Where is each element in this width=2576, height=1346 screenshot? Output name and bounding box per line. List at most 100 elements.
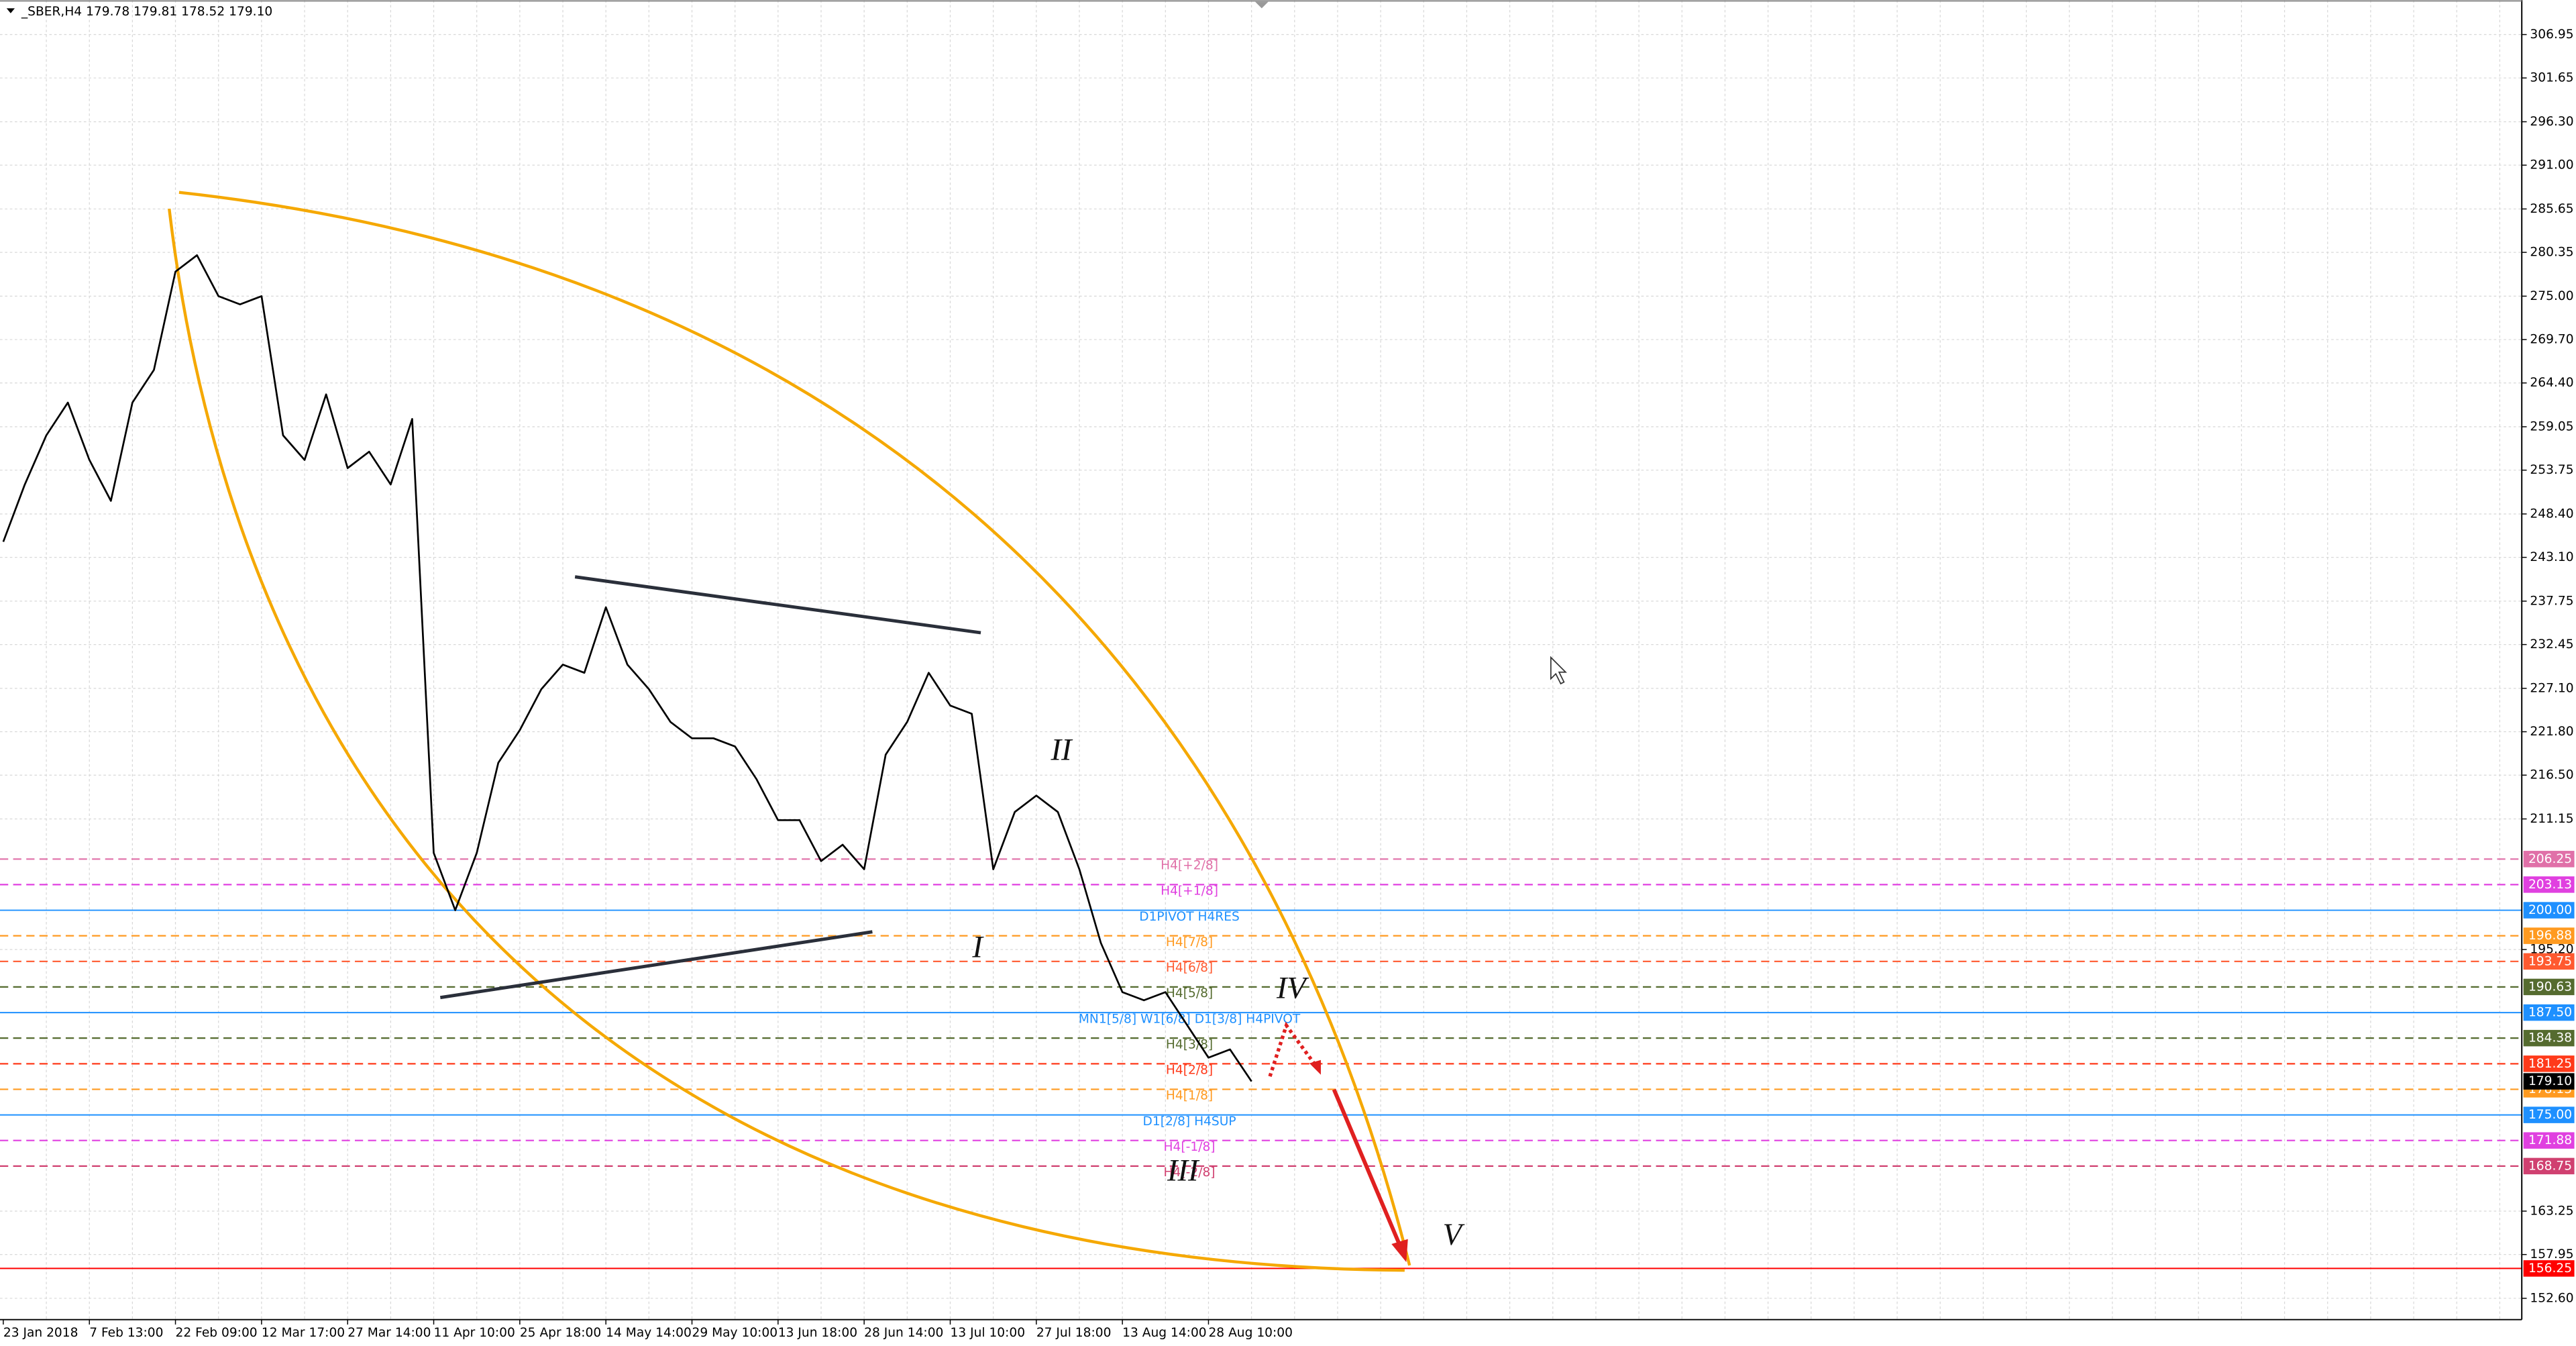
y-tick-label: 248.40	[2530, 507, 2573, 521]
price-tag-label: 193.75	[2528, 954, 2572, 968]
last-price-label: 179.10	[2528, 1074, 2572, 1088]
x-tick-label: 28 Aug 10:00	[1208, 1326, 1292, 1340]
price-tag-label: 196.88	[2528, 929, 2572, 943]
level-label: MN1[5/8] W1[6/8] D1[3/8] H4PIVOT	[1079, 1012, 1301, 1026]
chart-title: _SBER,H4 179.78 179.81 178.52 179.10	[21, 5, 272, 19]
arc	[168, 208, 1405, 1272]
y-tick-label: 306.95	[2530, 28, 2573, 42]
x-tick-label: 25 Apr 18:00	[520, 1326, 601, 1340]
price-tag-label: 203.13	[2528, 878, 2572, 892]
wave-label: II	[1051, 733, 1073, 767]
grid	[0, 0, 2522, 1320]
y-tick-label: 211.15	[2530, 812, 2573, 826]
arrow	[1332, 1088, 1403, 1250]
arrow	[1268, 1021, 1320, 1078]
y-tick-label: 195.20	[2530, 943, 2573, 957]
menu-arrow[interactable]	[6, 8, 15, 13]
price-tag-label: 200.00	[2528, 903, 2572, 917]
y-tick-label: 232.45	[2530, 637, 2573, 652]
x-tick-label: 13 Jun 18:00	[778, 1326, 857, 1340]
wave-label: III	[1167, 1153, 1200, 1188]
price-tag-label: 168.75	[2528, 1159, 2572, 1173]
level-label: H4[1/8]	[1166, 1089, 1213, 1103]
y-tick-label: 152.60	[2530, 1291, 2573, 1305]
price-tag-label: 171.88	[2528, 1133, 2572, 1147]
price-tag	[2523, 1260, 2575, 1277]
level-label: H4[-1/8]	[1164, 1140, 1216, 1154]
x-tick-label: 13 Aug 14:00	[1122, 1326, 1206, 1340]
y-tick-label: 243.10	[2530, 550, 2573, 564]
level-label: H4[+2/8]	[1161, 859, 1218, 873]
y-tick-label: 221.80	[2530, 725, 2573, 739]
price-tag-label: 206.25	[2528, 852, 2572, 866]
y-tick-label: 259.05	[2530, 420, 2573, 434]
y-tick-label: 301.65	[2530, 71, 2573, 85]
y-tick-label: 291.00	[2530, 158, 2573, 172]
price-tag	[2523, 978, 2575, 996]
y-tick-label: 157.95	[2530, 1247, 2573, 1261]
price-tag	[2523, 1004, 2575, 1021]
y-tick-label: 163.25	[2530, 1204, 2573, 1218]
x-tick-label: 14 May 14:00	[606, 1326, 692, 1340]
y-tick-label: 227.10	[2530, 681, 2573, 695]
y-tick-label: 296.30	[2530, 115, 2573, 129]
level-label: H4[7/8]	[1166, 935, 1213, 949]
price-tag	[2523, 953, 2575, 970]
wave-label: IV	[1276, 972, 1309, 1006]
y-tick-label: 216.50	[2530, 768, 2573, 782]
price-tag	[2523, 851, 2575, 868]
level-label: H4[-2/8]	[1164, 1166, 1216, 1180]
arrowhead	[1391, 1239, 1408, 1262]
price-line	[2, 254, 1252, 1082]
y-tick-label: 237.75	[2530, 594, 2573, 608]
series	[2, 254, 1252, 1082]
x-tick-label: 13 Jul 10:00	[950, 1326, 1025, 1340]
y-tick-label: 275.00	[2530, 289, 2573, 303]
level-label: D1[2/8] H4SUP	[1143, 1115, 1236, 1129]
price-tag-label: 190.63	[2528, 980, 2572, 994]
wave-label: V	[1443, 1218, 1465, 1252]
levels: H4[+2/8] H4[+1/8] D1PIVOT H4RES H4[7/8] H4[6…	[0, 858, 2522, 1270]
arc	[178, 191, 1411, 1266]
y-tick-label: 280.35	[2530, 246, 2573, 260]
level-label: H4[3/8]	[1166, 1037, 1213, 1051]
arrowhead	[1309, 1059, 1321, 1075]
level-label: H4[5/8]	[1166, 986, 1213, 1000]
price-tag	[2523, 1106, 2575, 1123]
trend-line	[574, 575, 981, 635]
level-label: H4[+1/8]	[1161, 884, 1218, 898]
x-tick-label: 23 Jan 2018	[3, 1326, 78, 1340]
price-tag-label: 187.50	[2528, 1006, 2572, 1020]
level-label: H4[6/8]	[1166, 961, 1213, 975]
x-tick-label: 27 Jul 18:00	[1036, 1326, 1112, 1340]
x-tick-label: 12 Mar 17:00	[262, 1326, 345, 1340]
price-tag-label: 181.25	[2528, 1057, 2572, 1071]
price-tag-label: 184.38	[2528, 1031, 2572, 1045]
x-tick-label: 22 Feb 09:00	[176, 1326, 258, 1340]
price-tag	[2523, 902, 2575, 919]
x-tick-label: 7 Feb 13:00	[89, 1326, 163, 1340]
y-tick-label: 269.70	[2530, 333, 2573, 347]
x-tick-label: 29 May 10:00	[692, 1326, 778, 1340]
trend-line	[439, 930, 873, 1000]
y-tick-label: 253.75	[2530, 463, 2573, 477]
y-tick-label: 264.40	[2530, 376, 2573, 390]
x-tick-label: 27 Mar 14:00	[347, 1326, 431, 1340]
price-tag	[2523, 1029, 2575, 1047]
scroll-marker	[1255, 1, 1269, 9]
price-tag	[2523, 1055, 2575, 1072]
price-tag-label: 175.00	[2528, 1108, 2572, 1122]
mouse-cursor	[1550, 656, 1567, 685]
last-price-tag	[2523, 1073, 2575, 1090]
x-tick-label: 28 Jun 14:00	[864, 1326, 943, 1340]
price-tag	[2523, 1132, 2575, 1149]
level-label: H4[2/8]	[1166, 1064, 1213, 1078]
price-tag-label: 156.25	[2528, 1261, 2572, 1276]
x-tick-label: 11 Apr 10:00	[434, 1326, 515, 1340]
price-tag	[2523, 876, 2575, 893]
price-tag	[2523, 927, 2575, 944]
wave-label: I	[971, 930, 984, 964]
